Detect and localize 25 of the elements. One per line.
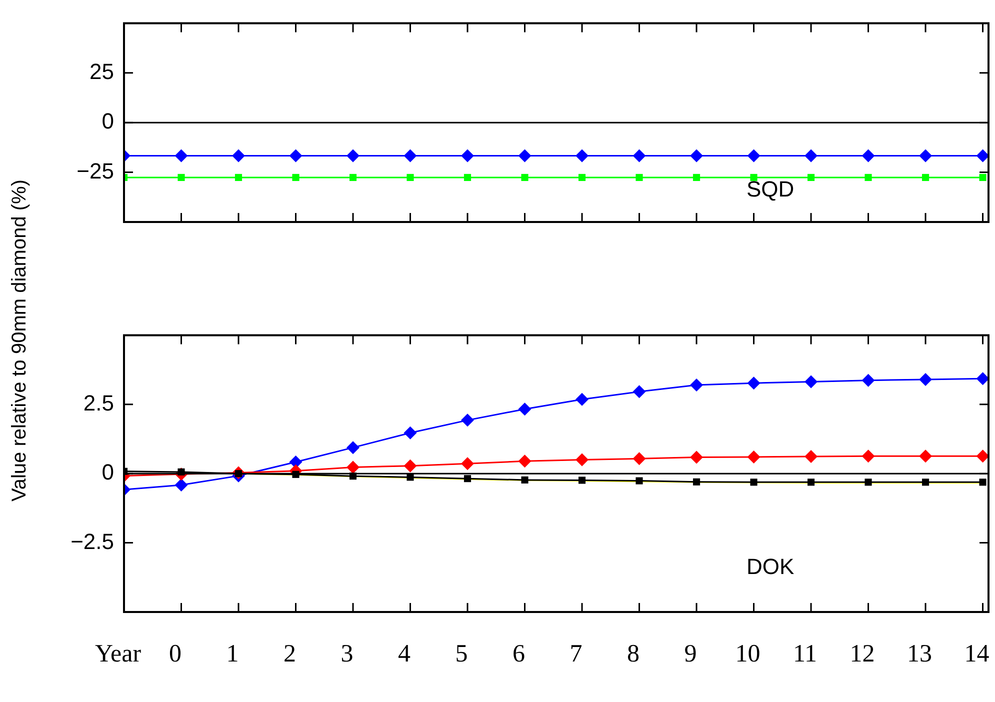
y-tick-label: −25 xyxy=(76,158,114,184)
x-tick-label: 6 xyxy=(512,640,526,668)
x-tick-label: 12 xyxy=(850,640,875,668)
annotation: DOK xyxy=(746,554,794,579)
x-tick-label: 14 xyxy=(964,640,990,668)
x-tick-label: 3 xyxy=(340,640,354,668)
x-tick-label: 7 xyxy=(570,640,582,668)
y-axis-title: Value relative to 90mm diamond (%) xyxy=(8,179,32,501)
x-tick-label: 13 xyxy=(907,640,932,668)
x-tick-label: Year xyxy=(94,640,142,668)
x-tick-label: 0 xyxy=(169,640,182,668)
x-tick-label: 9 xyxy=(684,640,697,668)
x-tick-label: 2 xyxy=(284,640,296,668)
x-tick-label: 10 xyxy=(735,640,760,668)
x-tick-label: 4 xyxy=(398,640,412,668)
x-tick-label: 1 xyxy=(226,640,239,668)
y-tick-label: 0 xyxy=(102,108,114,134)
x-tick-label: 8 xyxy=(627,640,640,668)
y-tick-label: 25 xyxy=(90,58,114,84)
y-tick-label: 0 xyxy=(102,460,114,485)
y-tick-label: −2.5 xyxy=(70,528,114,554)
annotation: SQD xyxy=(746,176,794,202)
x-tick-label: 11 xyxy=(792,640,818,668)
y-tick-label: 2.5 xyxy=(83,390,114,416)
x-tick-label: 5 xyxy=(455,640,468,668)
